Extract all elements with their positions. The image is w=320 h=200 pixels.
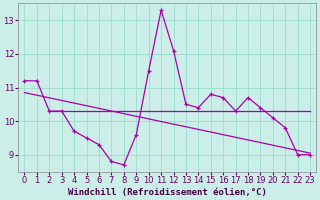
X-axis label: Windchill (Refroidissement éolien,°C): Windchill (Refroidissement éolien,°C): [68, 188, 267, 197]
